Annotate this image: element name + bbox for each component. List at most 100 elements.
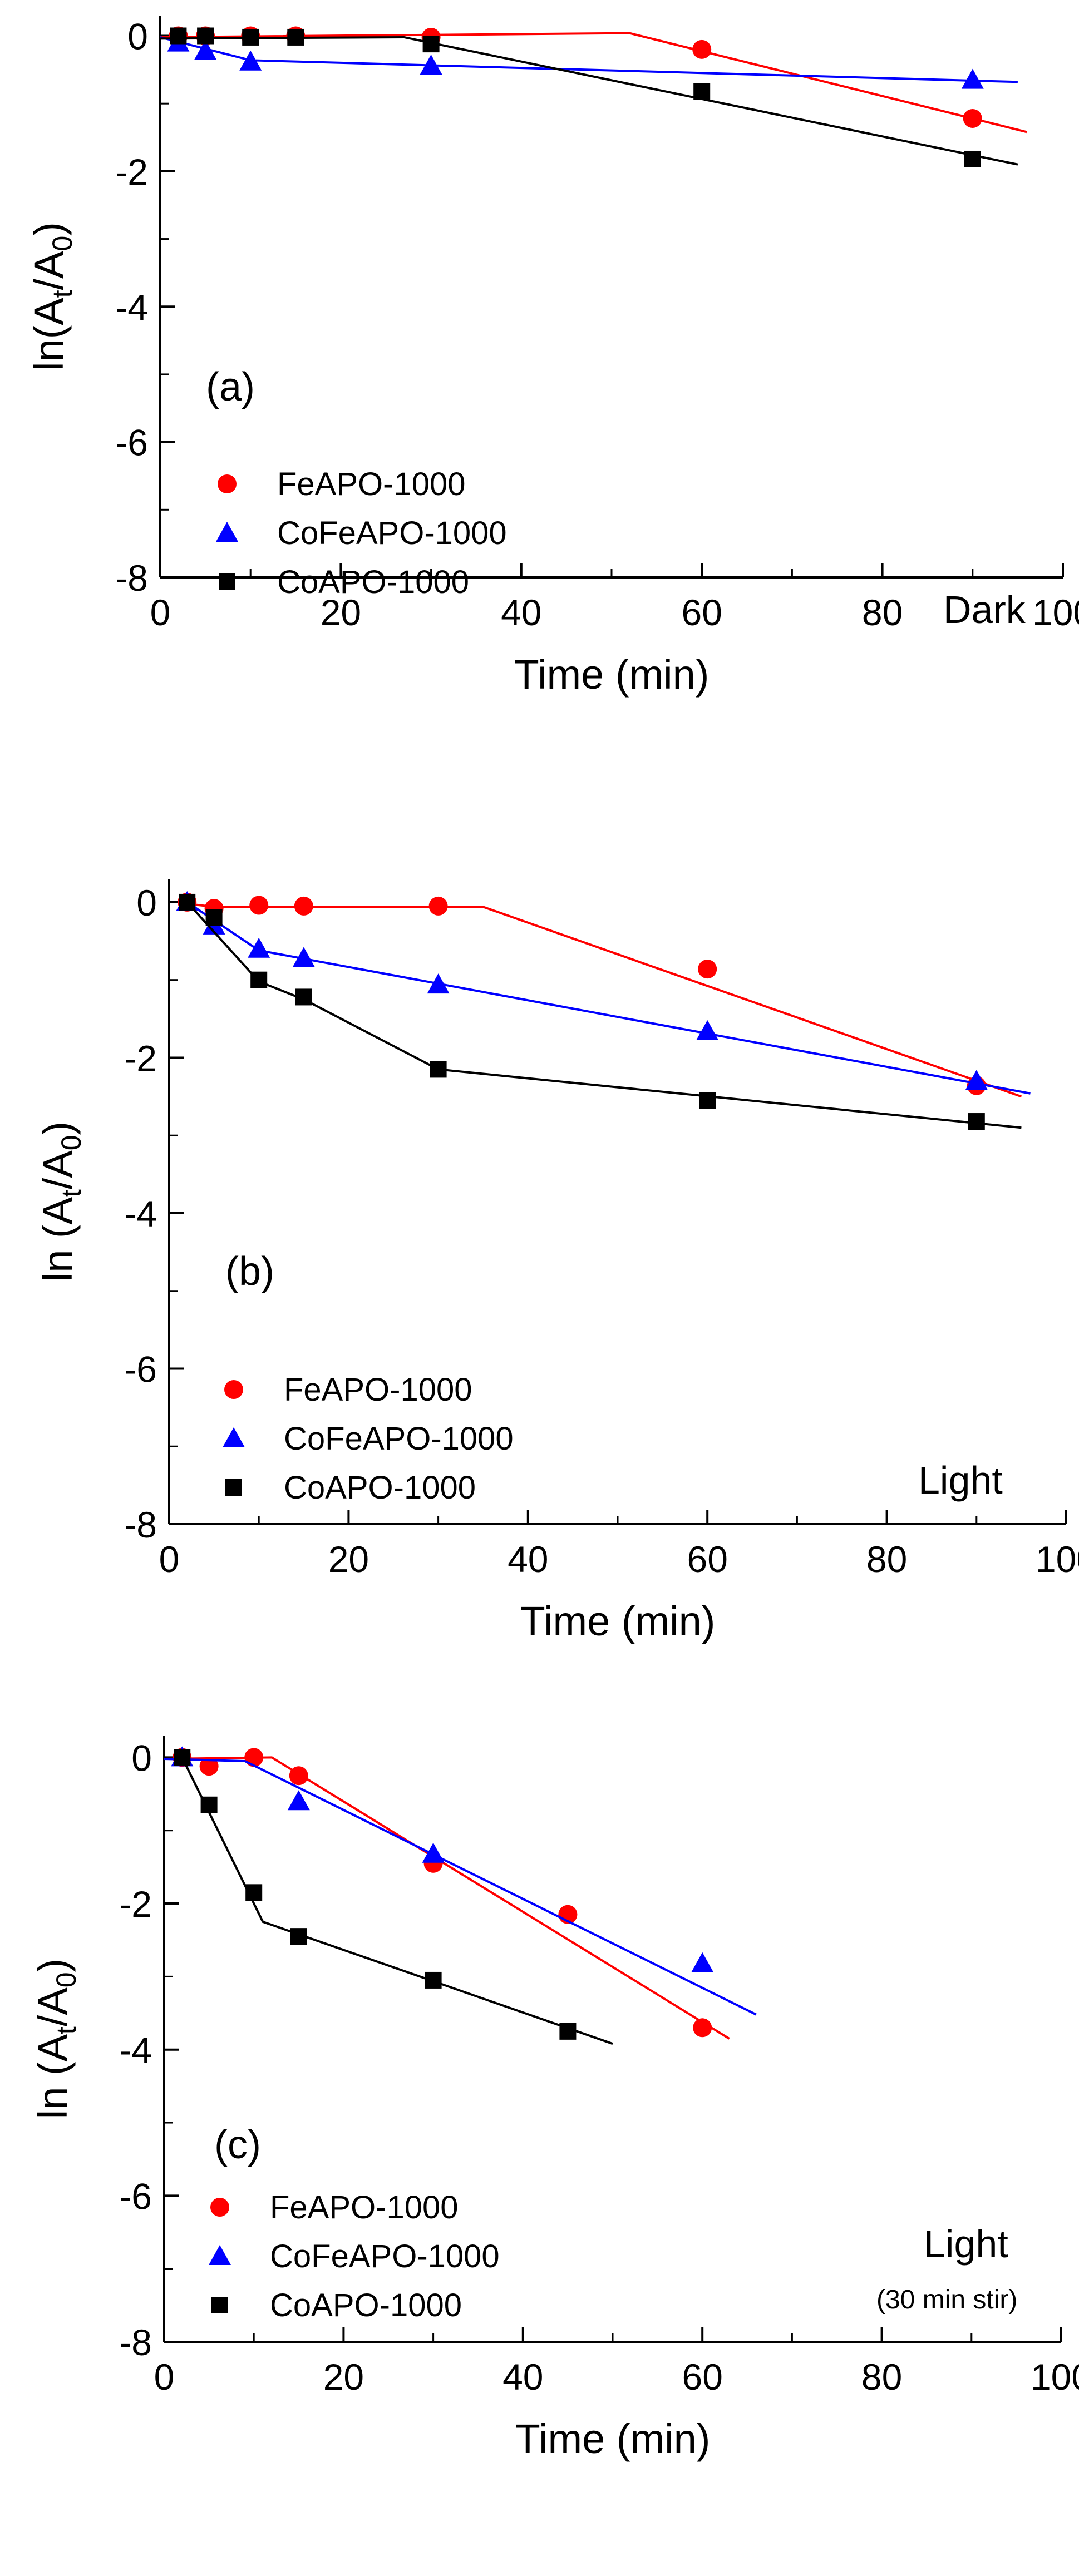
legend: FeAPO-1000 CoFeAPO-1000 CoAPO-1000 xyxy=(209,2189,500,2323)
data-point xyxy=(199,1757,219,1776)
y-tick-label: -6 xyxy=(119,2175,152,2217)
x-tick-label: 80 xyxy=(862,592,903,633)
y-tick-label: -6 xyxy=(115,422,148,463)
y-tick-label: -8 xyxy=(119,2322,152,2363)
data-point xyxy=(249,896,269,915)
x-tick-label: 0 xyxy=(154,2356,175,2397)
data-point xyxy=(427,973,450,994)
x-tick-label: 40 xyxy=(501,592,541,633)
legend-marker xyxy=(218,474,237,493)
series-coapo-1000 xyxy=(179,893,1022,1130)
y-tick-label: -4 xyxy=(119,2030,152,2071)
legend: FeAPO-1000 CoFeAPO-1000 CoAPO-1000 xyxy=(216,466,507,600)
fit-line xyxy=(164,1758,757,2016)
data-point xyxy=(200,1796,218,1813)
y-tick-label: -2 xyxy=(115,151,148,192)
legend-label: CoFeAPO-1000 xyxy=(270,2238,500,2275)
legend-marker xyxy=(224,1380,243,1399)
condition-note: (30 min stir) xyxy=(876,2285,1017,2315)
data-point xyxy=(248,937,270,958)
data-point xyxy=(250,971,268,988)
data-point xyxy=(965,1070,988,1090)
x-axis-title: Time (min) xyxy=(515,2416,711,2462)
condition-label: Dark xyxy=(943,588,1026,631)
fit-line xyxy=(186,901,1031,1095)
x-tick-label: 0 xyxy=(159,1539,180,1580)
y-tick-label: -4 xyxy=(124,1193,157,1234)
legend: FeAPO-1000 CoFeAPO-1000 CoAPO-1000 xyxy=(223,1372,514,1506)
condition-label: Light xyxy=(924,2222,1008,2266)
panel-label: (a) xyxy=(206,365,255,409)
data-point xyxy=(422,1842,445,1863)
y-tick-label: -8 xyxy=(115,557,148,599)
data-point xyxy=(430,1061,447,1078)
legend-label: CoFeAPO-1000 xyxy=(284,1421,514,1457)
data-point xyxy=(170,27,187,45)
data-point xyxy=(287,28,304,46)
x-tick-label: 100 xyxy=(1036,1539,1079,1580)
chart-panel-c: 0 20 40 60 80 100 0 -2 -4 -6 -8 Time (min) ln (At/A0… xyxy=(29,1736,1079,2462)
x-tick-label: 60 xyxy=(682,2356,722,2397)
x-tick-label: 20 xyxy=(323,2356,364,2397)
legend-label: CoFeAPO-1000 xyxy=(277,515,507,551)
legend-label: CoAPO-1000 xyxy=(270,2287,462,2323)
y-axis-title: ln(At/A0) xyxy=(26,222,78,371)
y-tick-label: 0 xyxy=(136,882,157,923)
data-point xyxy=(292,947,315,967)
data-point xyxy=(239,50,262,71)
x-tick-label: 100 xyxy=(1031,2356,1079,2397)
x-tick-label: 40 xyxy=(508,1539,548,1580)
legend-label: CoAPO-1000 xyxy=(284,1470,476,1506)
x-axis-title: Time (min) xyxy=(514,651,710,698)
data-point xyxy=(174,1749,191,1766)
condition-label: Light xyxy=(918,1458,1003,1502)
data-point xyxy=(287,1790,310,1811)
data-point xyxy=(963,108,982,128)
data-point xyxy=(197,27,214,45)
y-tick-label: -8 xyxy=(124,1504,157,1545)
fit-line xyxy=(160,32,1027,134)
x-tick-label: 60 xyxy=(687,1539,727,1580)
x-tick-label: 40 xyxy=(502,2356,543,2397)
legend-marker xyxy=(223,1427,245,1447)
data-point xyxy=(559,2023,577,2040)
data-point xyxy=(699,1092,716,1109)
data-point xyxy=(428,896,448,916)
series-coapo-1000 xyxy=(174,1749,613,2045)
data-point xyxy=(244,1748,264,1767)
data-point xyxy=(961,68,984,89)
data-point xyxy=(968,1113,985,1130)
y-tick-label: -6 xyxy=(124,1348,157,1390)
data-point xyxy=(696,1020,719,1040)
x-axis-title: Time (min) xyxy=(520,1598,716,1644)
data-point xyxy=(693,2018,712,2038)
y-tick-label: -2 xyxy=(119,1883,152,1925)
x-tick-label: 80 xyxy=(861,2356,902,2397)
legend-label: FeAPO-1000 xyxy=(277,466,466,502)
x-tick-label: 20 xyxy=(328,1539,369,1580)
legend-marker xyxy=(211,2297,228,2313)
y-axis-title: ln (At/A0) xyxy=(29,1959,82,2119)
data-point xyxy=(294,896,313,916)
x-tick-label: 0 xyxy=(150,592,171,633)
data-point xyxy=(420,55,442,75)
x-tick-label: 20 xyxy=(321,592,361,633)
fit-line xyxy=(164,1756,730,2040)
legend-label: FeAPO-1000 xyxy=(284,1372,472,1408)
data-point xyxy=(698,960,717,979)
series-coapo-1000 xyxy=(160,27,1018,167)
data-point xyxy=(242,28,259,46)
x-tick-label: 100 xyxy=(1032,592,1079,633)
y-tick-label: -4 xyxy=(115,286,148,328)
panel-label: (c) xyxy=(214,2123,261,2167)
chart-panel-b: 0 20 40 60 80 100 0 -2 -4 -6 -8 Time (min) ln (At/A0… xyxy=(35,879,1079,1644)
legend-marker xyxy=(219,573,235,590)
data-point xyxy=(290,1928,307,1945)
data-point xyxy=(289,1766,308,1786)
y-tick-label: 0 xyxy=(131,1737,152,1778)
fit-line xyxy=(187,902,1022,1098)
data-point xyxy=(179,893,196,911)
legend-marker xyxy=(216,522,238,542)
series-cofeapo-1000 xyxy=(164,1746,757,2016)
